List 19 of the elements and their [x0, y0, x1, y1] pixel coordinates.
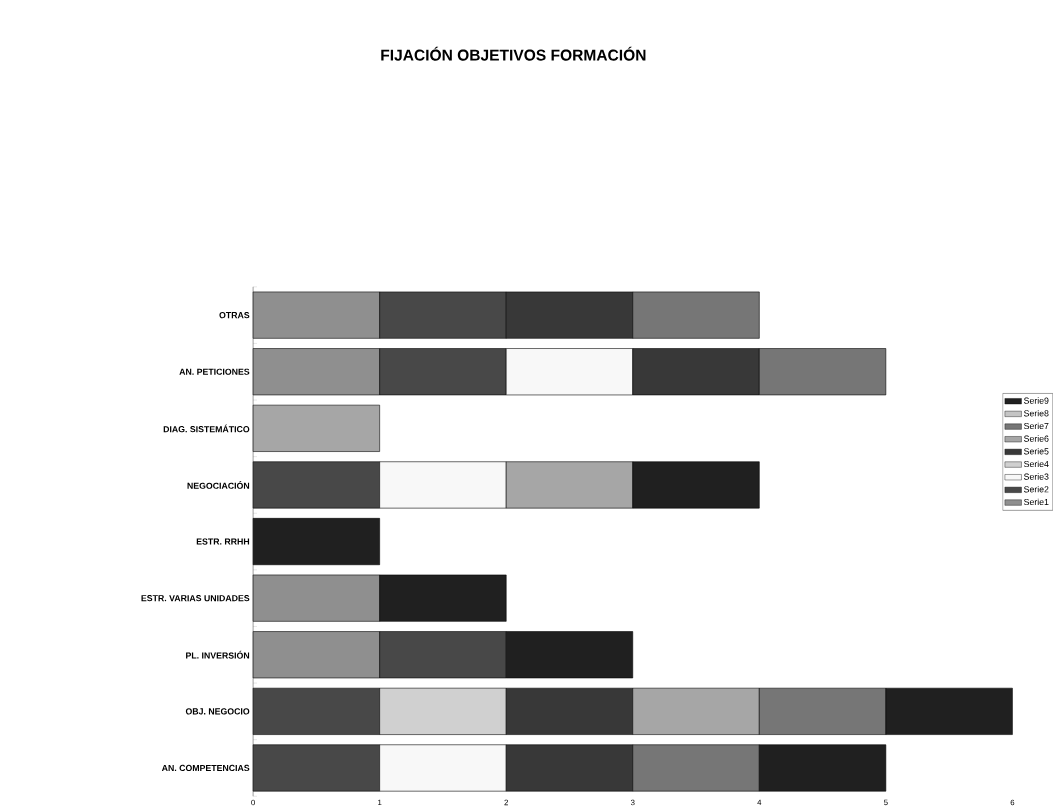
legend-label: Serie8	[1024, 409, 1049, 417]
legend-label: Serie2	[1024, 485, 1049, 493]
y-tick-label: OBJ. NEGOCIO	[185, 708, 250, 715]
legend-label: Serie1	[1024, 498, 1049, 505]
y-tick-label: DIAG. SISTEMÁTICO	[163, 424, 250, 433]
y-tick-label: ESTR. RRHH	[196, 538, 250, 545]
chart-title: FIJACIÓN OBJETIVOS FORMACIÓN	[381, 46, 646, 61]
legend-label: Serie4	[1024, 460, 1049, 467]
legend-label: Serie3	[1024, 473, 1049, 480]
y-tick-label: OTRAS	[219, 311, 250, 319]
legend-label: Serie5	[1024, 447, 1049, 455]
legend-label: Serie6	[1024, 435, 1049, 442]
y-tick-label: PL. INVERSIÓN	[186, 650, 250, 659]
y-tick-label: ESTR. VARIAS UNIDADES	[141, 594, 250, 602]
legend-label: Serie7	[1024, 422, 1049, 429]
y-tick-label: AN. PETICIONES	[179, 368, 250, 375]
y-tick-label: NEGOCIACIÓN	[187, 480, 250, 489]
legend-label: Serie9	[1024, 397, 1049, 404]
y-tick-label: AN. COMPETENCIAS	[161, 764, 250, 771]
